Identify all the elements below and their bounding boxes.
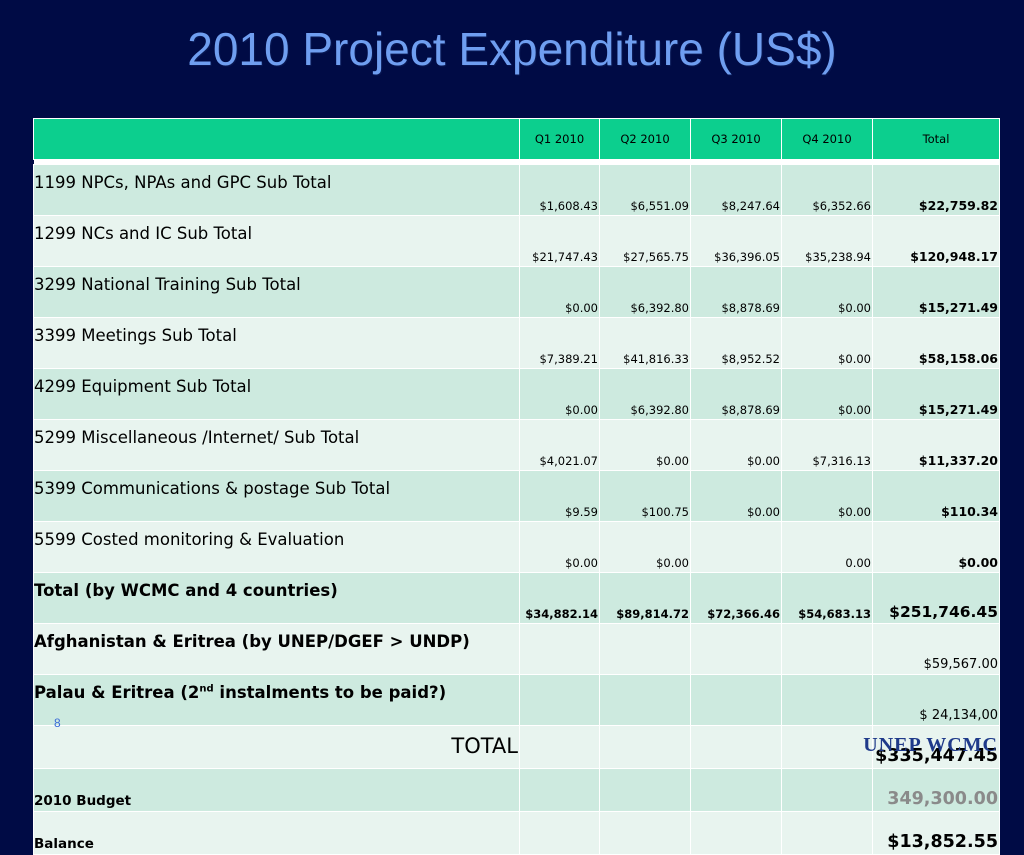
cell-total: $15,271.49 [872,266,1000,318]
cell-q4: $0.00 [781,266,873,318]
row-label: 4299 Equipment Sub Total [33,368,520,420]
table-row-palau: Palau & Eritrea (2nd instalments to be p… [33,674,1000,726]
cell-q1: $7,389.21 [519,317,600,369]
cell-total: 349,300.00 [872,768,1000,812]
cell-total: $0.00 [872,521,1000,573]
cell-q1: $34,882.14 [519,572,600,624]
header-cell-q2: Q2 2010 [599,118,691,160]
cell-total: $59,567.00 [872,623,1000,675]
cell-q3 [690,521,782,573]
cell-q3: $8,878.69 [690,368,782,420]
header-cell-total: Total [872,118,1000,160]
cell-q3: $36,396.05 [690,215,782,267]
table-row-grand-total: TOTAL $335,447.45 [33,725,1000,769]
expenditure-table: Q1 2010 Q2 2010 Q3 2010 Q4 2010 Total 11… [33,118,1000,855]
table-row: 3399 Meetings Sub Total $7,389.21 $41,816.… [33,317,1000,369]
table-row: 4299 Equipment Sub Total $0.00 $6,392.80 $8… [33,368,1000,420]
table-row-balance: Balance $13,852.55 [33,811,1000,855]
cell-q2: $89,814.72 [599,572,691,624]
cell-total: $120,948.17 [872,215,1000,267]
row-label: Total (by WCMC and 4 countries) [33,572,520,624]
table-row: 1299 NCs and IC Sub Total $21,747.43 $27,5… [33,215,1000,267]
cell-q3: $0.00 [690,419,782,471]
cell-total: $251,746.45 [872,572,1000,624]
header-cell-q4: Q4 2010 [781,118,873,160]
cell-q3: $8,247.64 [690,164,782,216]
table-header-row: Q1 2010 Q2 2010 Q3 2010 Q4 2010 Total [33,118,1000,160]
cell-q2: $6,392.80 [599,266,691,318]
row-label: Palau & Eritrea (2nd instalments to be p… [33,674,520,726]
row-label: 2010 Budget [33,768,520,812]
cell-total: $110.34 [872,470,1000,522]
row-label: 3399 Meetings Sub Total [33,317,520,369]
header-cell-label [33,118,520,160]
cell-q4: $6,352.66 [781,164,873,216]
row-label: 5399 Communications & postage Sub Total [33,470,520,522]
unep-wcmc-logo: UNEP WCMC [863,734,998,756]
cell-q4: $35,238.94 [781,215,873,267]
cell-total: $13,852.55 [872,811,1000,855]
cell-q4: $54,683.13 [781,572,873,624]
cell-q1: $21,747.43 [519,215,600,267]
row-label: 5599 Costed monitoring & Evaluation [33,521,520,573]
cell-q2: $27,565.75 [599,215,691,267]
row-label: 5299 Miscellaneous /Internet/ Sub Total [33,419,520,471]
table-row: 5299 Miscellaneous /Internet/ Sub Total $… [33,419,1000,471]
cell-total: $22,759.82 [872,164,1000,216]
header-cell-q1: Q1 2010 [519,118,600,160]
table-row: 5399 Communications & postage Sub Total $… [33,470,1000,522]
cell-total: $58,158.06 [872,317,1000,369]
cell-q2: $0.00 [599,419,691,471]
table-row-total: Total (by WCMC and 4 countries) $34,882.… [33,572,1000,624]
slide-number: 8 [54,716,61,730]
cell-q1: $4,021.07 [519,419,600,471]
row-label: TOTAL [33,725,520,769]
cell-q1: $0.00 [519,521,600,573]
table-row: 5599 Costed monitoring & Evaluation $0.00… [33,521,1000,573]
cell-q2: $0.00 [599,521,691,573]
cell-q4: $0.00 [781,470,873,522]
cell-q4: 0.00 [781,521,873,573]
cell-q3: $0.00 [690,470,782,522]
cell-q1: $0.00 [519,368,600,420]
cell-q3: $72,366.46 [690,572,782,624]
row-label: 3299 National Training Sub Total [33,266,520,318]
slide-title: 2010 Project Expenditure (US$) [187,23,837,75]
cell-total: $15,271.49 [872,368,1000,420]
cell-q2: $6,392.80 [599,368,691,420]
cell-total: $ 24,134,00 [872,674,1000,726]
row-label: 1299 NCs and IC Sub Total [33,215,520,267]
row-label: 1199 NPCs, NPAs and GPC Sub Total [33,164,520,216]
table-row: 3299 National Training Sub Total $0.00 $6,… [33,266,1000,318]
cell-q2: $41,816.33 [599,317,691,369]
cell-q1: $1,608.43 [519,164,600,216]
cell-q1: $9.59 [519,470,600,522]
cell-q4: $7,316.13 [781,419,873,471]
table-body: 1199 NPCs, NPAs and GPC Sub Total $1,608.… [33,164,1000,573]
cell-q2: $100.75 [599,470,691,522]
cell-q3: $8,952.52 [690,317,782,369]
row-label: Afghanistan & Eritrea (by UNEP/DGEF > UN… [33,623,520,675]
cell-q4: $0.00 [781,317,873,369]
cell-q4: $0.00 [781,368,873,420]
table-row-budget: 2010 Budget 349,300.00 [33,768,1000,812]
header-cell-q3: Q3 2010 [690,118,782,160]
cell-q2: $6,551.09 [599,164,691,216]
table-row: 1199 NPCs, NPAs and GPC Sub Total $1,608.… [33,164,1000,216]
cell-q1: $0.00 [519,266,600,318]
row-label: Balance [33,811,520,855]
cell-q3: $8,878.69 [690,266,782,318]
table-row-afghanistan: Afghanistan & Eritrea (by UNEP/DGEF > UN… [33,623,1000,675]
cell-total: $11,337.20 [872,419,1000,471]
cell-total: $335,447.45 [872,725,1000,769]
